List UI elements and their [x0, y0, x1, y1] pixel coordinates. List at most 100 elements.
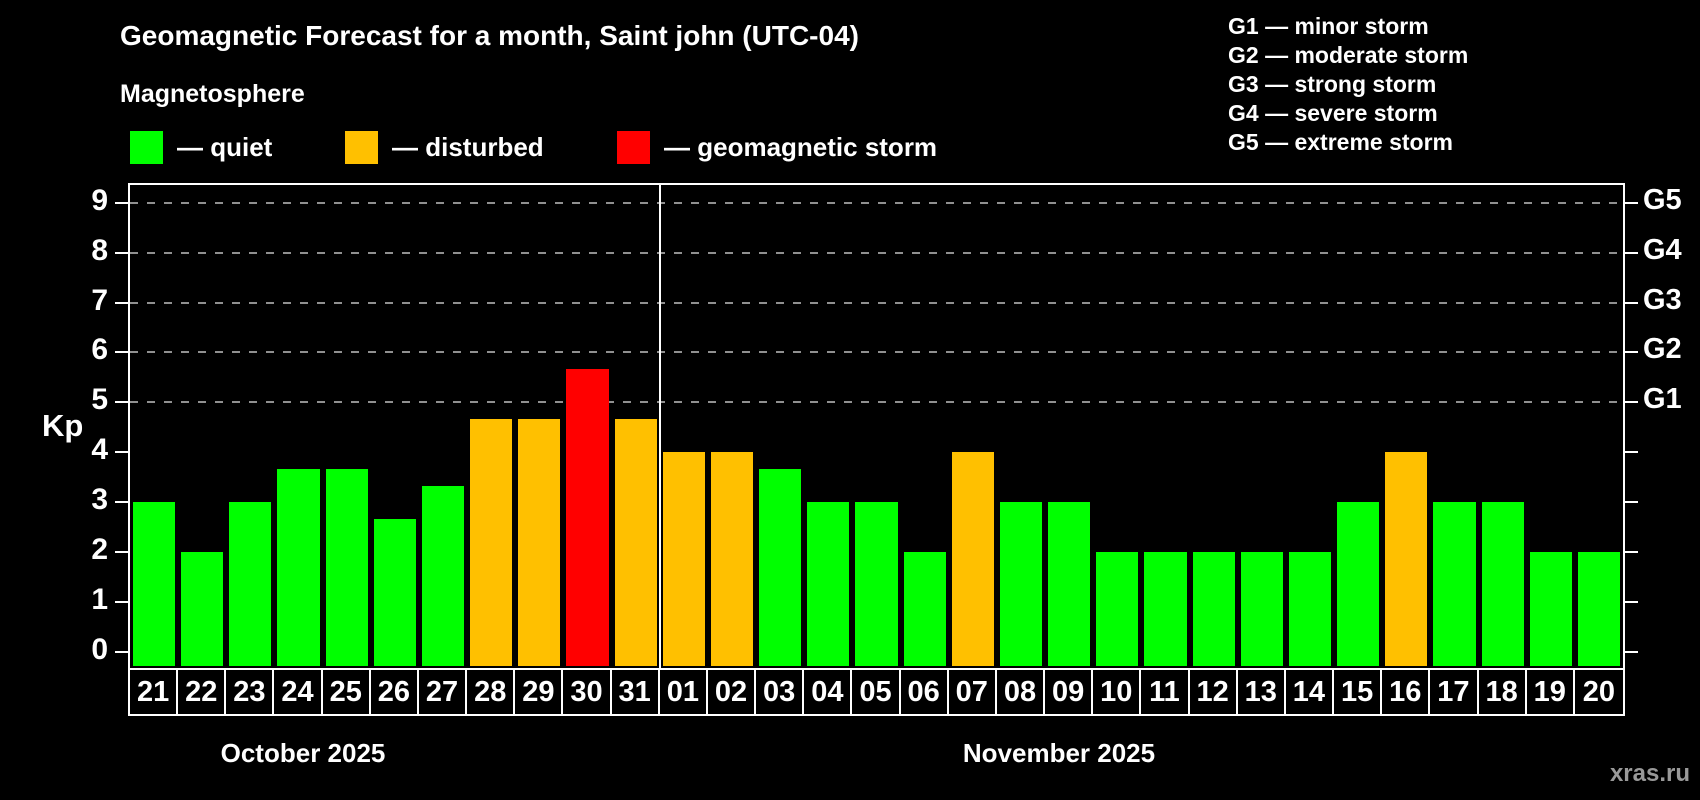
bar-nov-01: [662, 452, 705, 666]
bar-nov-17: [1433, 502, 1476, 666]
y-tick-left-6: [115, 351, 128, 354]
y-tick-right-7: [1625, 301, 1638, 304]
bar-oct-24: [277, 468, 320, 666]
bar-nov-14: [1288, 552, 1332, 666]
y-tick-label-6: 6: [91, 333, 108, 367]
y-tick-label-0: 0: [91, 633, 108, 666]
y-tick-left-1: [115, 601, 128, 604]
y-tick-right-8: [1625, 251, 1638, 254]
y-tick-label-1: 1: [91, 583, 108, 617]
legend-label-disturbed: — disturbed: [392, 131, 544, 162]
g-axis-label-g2: G2: [1643, 333, 1682, 366]
date-cell-nov-01: 01: [660, 670, 708, 714]
gridline-kp8: [130, 251, 1623, 254]
date-cell-nov-13: 13: [1238, 670, 1286, 714]
g-legend-line-g3: G3 — strong storm: [1228, 71, 1437, 97]
date-cell-nov-15: 15: [1334, 670, 1383, 714]
date-cell-nov-14: 14: [1286, 670, 1335, 714]
date-cell-nov-17: 17: [1430, 670, 1479, 714]
storm-color-swatch: [617, 130, 650, 164]
y-tick-right-4: [1625, 451, 1638, 454]
bar-oct-28: [470, 418, 513, 666]
bar-nov-08: [999, 502, 1043, 666]
bar-nov-12: [1192, 552, 1235, 666]
y-tick-left-4: [115, 451, 128, 454]
date-cell-nov-04: 04: [804, 670, 853, 714]
bar-oct-31: [614, 418, 657, 666]
gridline-kp7: [130, 301, 1623, 304]
magnetosphere-label: Magnetosphere: [120, 80, 305, 108]
g-legend-line-g5: G5 — extreme storm: [1228, 129, 1453, 155]
g-axis-label-g5: G5: [1643, 183, 1682, 216]
bar-nov-15: [1337, 502, 1380, 666]
bar-nov-09: [1048, 502, 1091, 666]
bar-nov-19: [1529, 552, 1572, 666]
y-tick-label-7: 7: [91, 283, 108, 317]
y-tick-label-9: 9: [91, 183, 108, 217]
month-label-november: November 2025: [962, 738, 1156, 768]
date-cell-oct-26: 26: [371, 670, 419, 714]
bar-oct-26: [373, 518, 416, 666]
date-cell-oct-29: 29: [515, 670, 564, 714]
bar-nov-05: [855, 502, 898, 666]
g-axis-label-g4: G4: [1643, 233, 1682, 266]
y-tick-left-7: [115, 301, 128, 304]
bar-nov-10: [1096, 552, 1139, 666]
date-cell-oct-31: 31: [612, 670, 660, 714]
y-tick-left-8: [115, 251, 128, 254]
y-tick-left-5: [115, 401, 128, 404]
y-tick-label-3: 3: [91, 483, 108, 517]
date-cell-oct-21: 21: [130, 670, 179, 714]
y-axis-label: Kp: [42, 408, 84, 443]
y-tick-right-5: [1625, 401, 1638, 404]
date-cell-nov-18: 18: [1479, 670, 1527, 714]
month-label-october: October 2025: [220, 738, 386, 768]
date-cell-nov-09: 09: [1045, 670, 1094, 714]
date-cell-nov-06: 06: [901, 670, 949, 714]
y-tick-right-0: [1625, 651, 1638, 653]
disturbed-color-swatch: [345, 130, 378, 164]
y-tick-left-0: [115, 651, 128, 653]
date-cell-nov-20: 20: [1582, 675, 1616, 708]
date-cell-nov-16: 16: [1382, 670, 1431, 714]
gridline-kp9: [130, 201, 1623, 204]
date-cell-nov-03: 03: [756, 670, 805, 714]
y-tick-right-2: [1625, 551, 1638, 554]
g-axis-label-g3: G3: [1643, 283, 1682, 316]
y-tick-left-9: [115, 201, 128, 204]
date-cell-oct-23: 23: [226, 670, 275, 714]
legend-item-quiet: — quiet: [130, 130, 272, 164]
date-cell-oct-22: 22: [178, 670, 227, 714]
bar-nov-07: [951, 452, 994, 666]
g-scale-legend: G1 — minor storm G2 — moderate storm G3 …: [1228, 12, 1468, 157]
date-axis-row: 21 22 23 24 25 26 27 28 29 30 31 01 02 03 04 05 06 07 08 09…: [128, 668, 1625, 716]
legend-label-storm: — geomagnetic storm: [664, 131, 938, 162]
y-tick-right-6: [1625, 351, 1638, 354]
legend-item-disturbed: — disturbed: [345, 130, 544, 164]
bar-nov-03: [759, 468, 802, 666]
date-cell-oct-30: 30: [563, 670, 612, 714]
bar-nov-04: [807, 502, 850, 666]
chart-title: Geomagnetic Forecast for a month, Saint …: [120, 20, 859, 51]
date-cell-oct-25: 25: [323, 670, 371, 714]
month-separator-line: [658, 185, 661, 668]
legend-label-quiet: — quiet: [177, 131, 273, 162]
g-legend-line-g2: G2 — moderate storm: [1228, 42, 1469, 68]
date-cell-nov-12: 12: [1190, 670, 1238, 714]
date-cell-nov-07: 07: [949, 670, 997, 714]
bar-nov-20: [1577, 552, 1620, 666]
bar-oct-21: [133, 502, 176, 666]
bar-oct-30: [566, 368, 609, 666]
watermark: xras.ru: [1609, 760, 1690, 787]
date-cell-oct-27: 27: [419, 670, 468, 714]
date-cell-nov-05: 05: [852, 670, 901, 714]
y-tick-label-4: 4: [91, 433, 108, 467]
y-tick-label-8: 8: [91, 233, 108, 267]
bar-oct-22: [181, 552, 224, 666]
date-cell-nov-19: 19: [1527, 670, 1575, 714]
date-cell-oct-24: 24: [274, 670, 323, 714]
bar-oct-23: [229, 502, 272, 666]
date-cell-oct-28: 28: [467, 670, 516, 714]
y-tick-right-1: [1625, 601, 1638, 604]
